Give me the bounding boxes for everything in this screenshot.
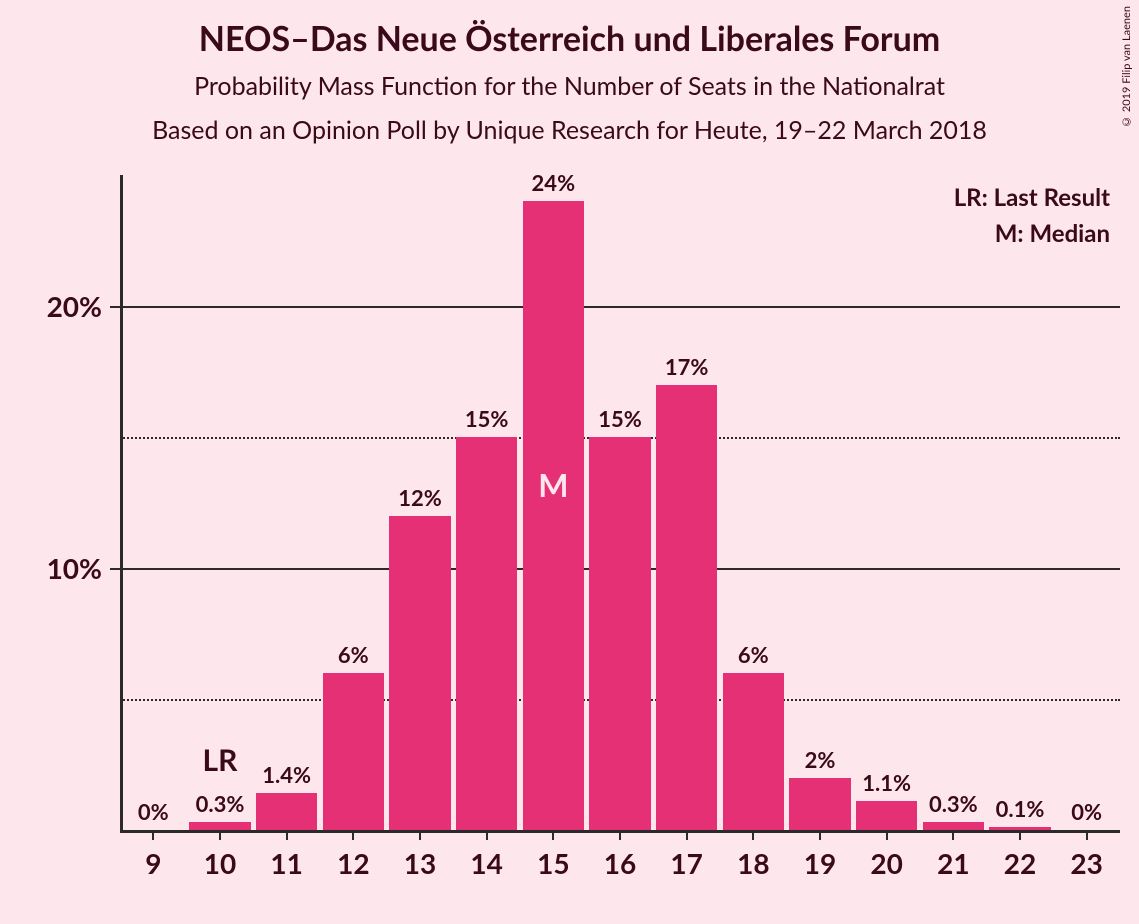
bar-value-label: 24%: [520, 169, 587, 196]
bar: [723, 673, 784, 830]
bar: [189, 822, 250, 830]
median-annotation: M: [520, 465, 587, 504]
bar-value-label: 6%: [720, 641, 787, 668]
x-tick-label: 17: [653, 846, 720, 880]
x-tick-label: 14: [453, 846, 520, 880]
bar: [789, 778, 850, 830]
chart-title: NEOS–Das Neue Österreich und Liberales F…: [0, 0, 1139, 59]
bar-value-label: 15%: [587, 405, 654, 432]
chart-subtitle-2: Based on an Opinion Poll by Unique Resea…: [0, 115, 1139, 145]
x-tick-label: 16: [587, 846, 654, 880]
bar-value-label: 0.3%: [920, 790, 987, 817]
pmf-bar-chart: 10%20%0%90.3%101.4%116%1212%1315%1424%15…: [120, 175, 1120, 885]
legend-median: M: Median: [995, 219, 1110, 248]
legend-lr: LR: Last Result: [954, 183, 1110, 212]
bar-value-label: 1.1%: [853, 769, 920, 796]
x-tick-label: 13: [387, 846, 454, 880]
x-tick-label: 10: [187, 846, 254, 880]
x-tick-label: 12: [320, 846, 387, 880]
bar: [923, 822, 984, 830]
x-tick-label: 20: [853, 846, 920, 880]
bar-value-label: 0.1%: [987, 795, 1054, 822]
x-tick-label: 23: [1053, 846, 1120, 880]
x-tick-label: 21: [920, 846, 987, 880]
x-tick-label: 11: [253, 846, 320, 880]
bar: [323, 673, 384, 830]
bar-value-label: 0%: [120, 798, 187, 825]
bar-value-label: 17%: [653, 353, 720, 380]
y-tick-label: 10%: [47, 551, 102, 585]
bar-value-label: 12%: [387, 484, 454, 511]
bar-value-label: 0%: [1053, 798, 1120, 825]
bar: [989, 827, 1050, 830]
gridline: [120, 306, 1120, 308]
bar-value-label: 0.3%: [187, 790, 254, 817]
bar: [256, 793, 317, 830]
lr-annotation: LR: [187, 742, 254, 778]
bar-value-label: 6%: [320, 641, 387, 668]
chart-subtitle-1: Probability Mass Function for the Number…: [0, 71, 1139, 101]
bar: [456, 437, 517, 830]
x-tick-label: 18: [720, 846, 787, 880]
y-axis: [120, 175, 123, 830]
bar-value-label: 2%: [787, 746, 854, 773]
bar-value-label: 1.4%: [253, 761, 320, 788]
x-tick-label: 9: [120, 846, 187, 880]
x-tick-label: 22: [987, 846, 1054, 880]
x-tick-label: 19: [787, 846, 854, 880]
bar: [389, 516, 450, 830]
bar: [856, 801, 917, 830]
bar: [523, 201, 584, 830]
x-tick-label: 15: [520, 846, 587, 880]
copyright-text: © 2019 Filip van Laenen: [1120, 6, 1133, 128]
bar: [589, 437, 650, 830]
bar-value-label: 15%: [453, 405, 520, 432]
bar: [656, 385, 717, 830]
y-tick-label: 20%: [47, 289, 102, 323]
